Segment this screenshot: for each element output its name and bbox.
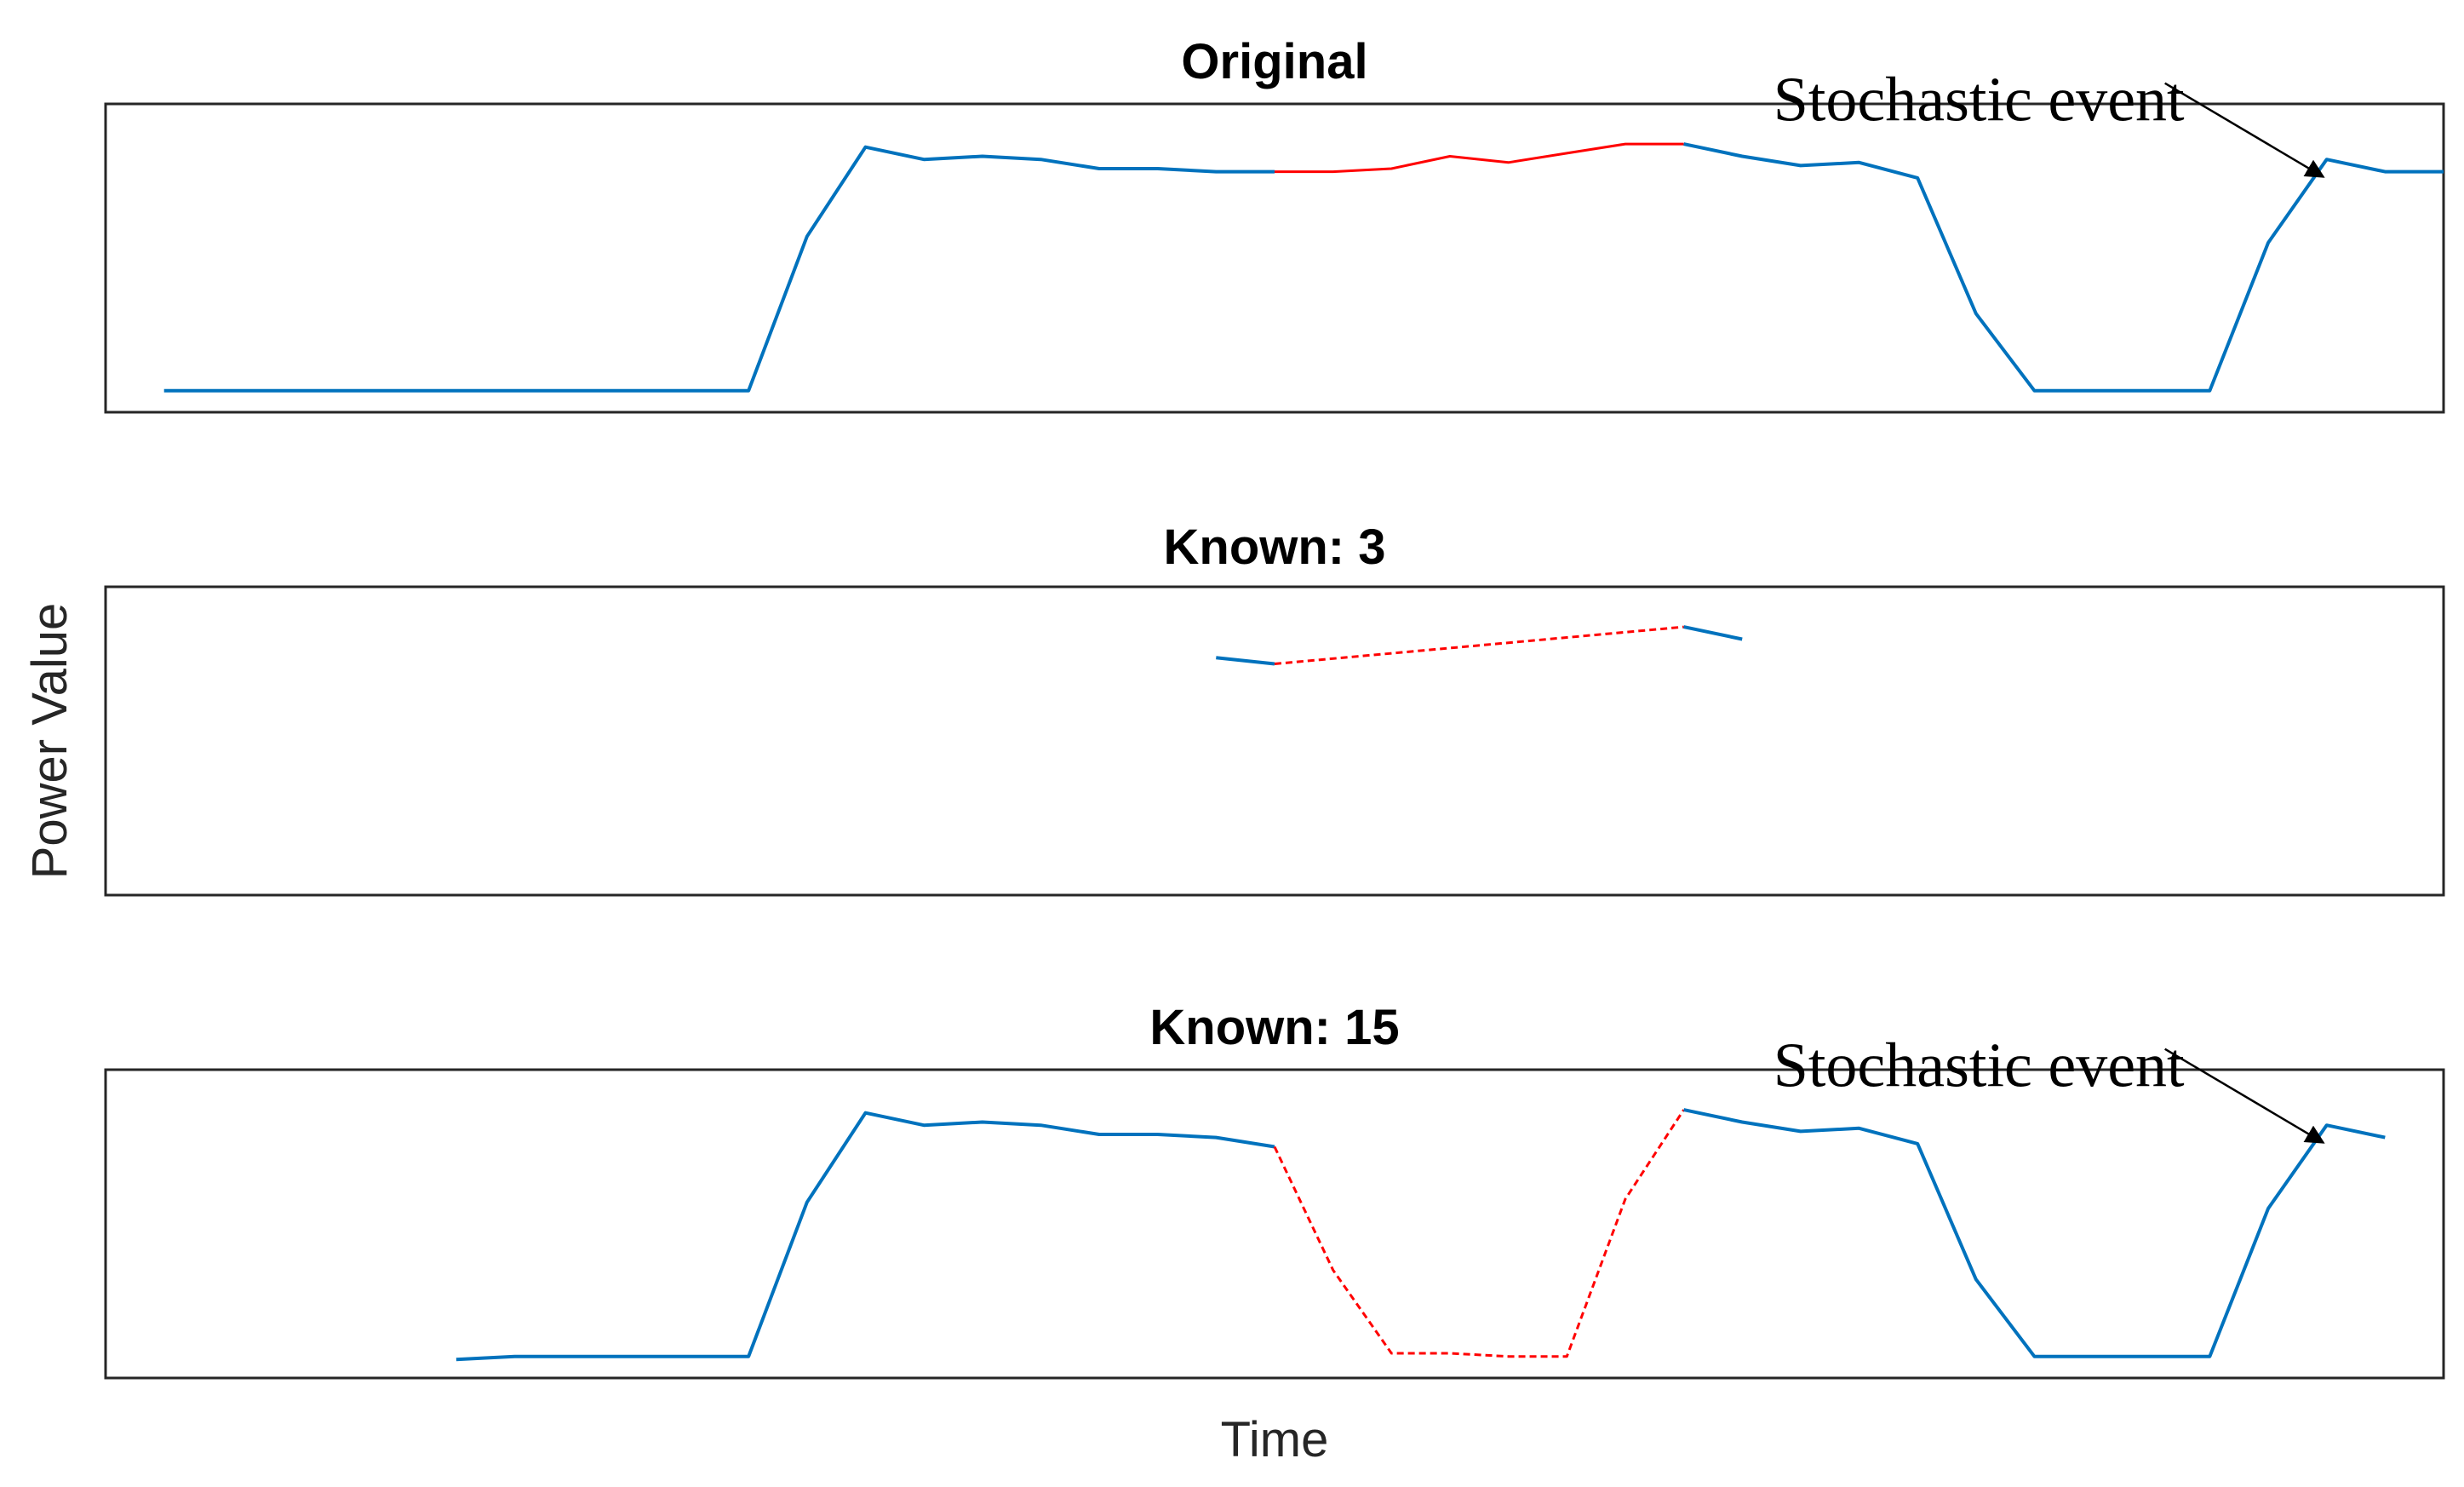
- plot-frame: [104, 1068, 2445, 1380]
- known-segment-line-3: [1683, 1108, 2386, 1358]
- y-axis-label: Power Value: [22, 603, 77, 880]
- plot-frame: [104, 585, 2445, 897]
- known-segment-line-3: [1683, 625, 1743, 641]
- annotation-text: Stochastic event: [1774, 66, 2185, 135]
- panel-title: Known: 3: [1164, 520, 1386, 575]
- panel-title: Original: [1181, 34, 1367, 89]
- panel-title: Known: 15: [1149, 1000, 1399, 1055]
- missing-segment-line-2: [1274, 625, 1684, 665]
- annotation-arrow: [2164, 82, 2325, 178]
- annotation-arrow: [2164, 1048, 2325, 1144]
- known-segment-line-1: [456, 1111, 1275, 1362]
- chart-panel-1: Original Stochastic event: [104, 34, 2445, 414]
- chart-panel-3: Known: 15 Stochastic event: [104, 1000, 2445, 1380]
- chart-panel-2: Known: 3: [104, 520, 2445, 897]
- x-axis-label: Time: [1221, 1412, 1329, 1467]
- missing-segment-line-2: [1273, 1109, 1685, 1358]
- missing-segment-line-2: [1275, 142, 1684, 174]
- plot-frame: [104, 102, 2445, 414]
- known-segment-line-1: [1216, 656, 1275, 666]
- known-segment-line-1: [163, 145, 1275, 393]
- annotation-text: Stochastic event: [1774, 1031, 2185, 1101]
